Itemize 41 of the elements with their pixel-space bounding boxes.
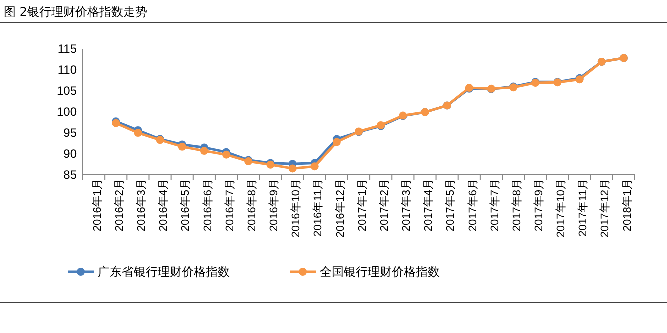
x-tick-label: 2017年9月: [533, 179, 546, 232]
y-tick-label: 95: [64, 126, 78, 140]
y-tick-label: 100: [56, 104, 78, 119]
x-tick-label: 2016年12月: [334, 179, 347, 238]
y-tick-label: 105: [56, 84, 78, 98]
x-tick-label: 2017年7月: [489, 179, 502, 232]
point: [134, 129, 142, 137]
x-tick-label: 2016年1月: [92, 179, 104, 232]
y-tick-label: 90: [64, 146, 78, 161]
point: [288, 164, 297, 173]
x-tick-label: 2016年8月: [246, 179, 258, 232]
point: [222, 150, 231, 159]
point: [310, 162, 319, 171]
legend-label: 广东省银行理财价格指数: [98, 265, 230, 280]
x-tick-label: 2016年6月: [202, 179, 214, 232]
x-tick-label: 2017年8月: [511, 179, 524, 232]
x-tick-label: 2017年12月: [600, 179, 612, 238]
y-tick-label: 110: [58, 62, 78, 77]
x-tick-label: 2016年3月: [136, 179, 148, 232]
x-tick-label: 2017年1月: [356, 179, 369, 232]
x-tick-label: 2017年3月: [401, 179, 414, 232]
x-tick-label: 2017年5月: [445, 179, 458, 232]
x-tick-label: 2016年9月: [268, 179, 281, 232]
x-tick-label: 2017年10月: [556, 179, 568, 238]
chart-title: 图 2银行理财价格指数走势: [4, 5, 148, 19]
y-tick-label: 85: [64, 168, 78, 182]
point: [200, 147, 208, 156]
x-tick-label: 2017年6月: [467, 179, 480, 232]
x-tick-label: 2018年1月: [622, 179, 634, 232]
x-tick-label: 2016年11月: [312, 179, 325, 237]
x-tick-label: 2016年5月: [180, 179, 192, 232]
y-tick-label: 115: [58, 42, 78, 56]
x-tick-label: 2017年4月: [423, 179, 436, 232]
point: [332, 138, 341, 146]
x-tick-label: 2016年2月: [114, 179, 126, 232]
x-tick-label: 2017年11月: [578, 179, 590, 237]
x-tick-label: 2017年2月: [378, 179, 391, 232]
x-tick-label: 2016年4月: [158, 179, 170, 232]
legend-label: 全国银行理财价格指数: [320, 265, 440, 280]
x-tick-label: 2016年7月: [224, 179, 236, 232]
x-tick-label: 2016年10月: [290, 179, 303, 238]
